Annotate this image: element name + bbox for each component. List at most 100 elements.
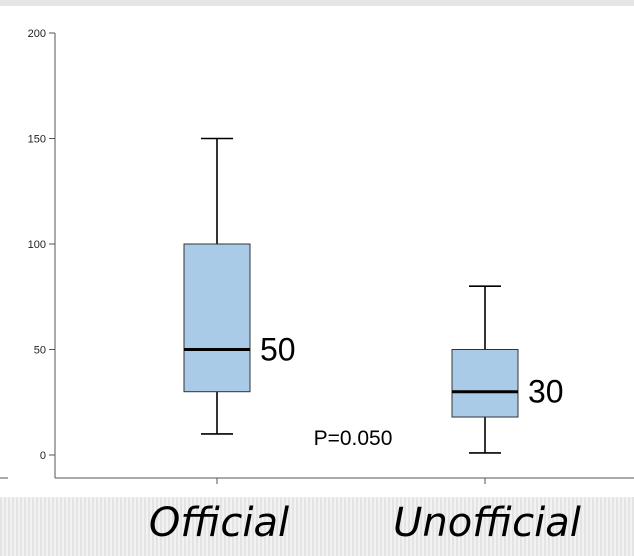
bottom-strip-line [48, 497, 50, 556]
bottom-strip-line [580, 497, 582, 556]
bottom-strip-line [508, 497, 510, 556]
bottom-strip-line [428, 497, 430, 556]
bottom-strip-line [120, 497, 122, 556]
bottom-strip-line [44, 497, 46, 556]
bottom-strip-line [360, 497, 362, 556]
bottom-strip-line [468, 497, 470, 556]
bottom-strip-line [500, 497, 502, 556]
bottom-strip-line [156, 497, 158, 556]
bottom-strip-line [184, 497, 186, 556]
y-tick-label: 50 [34, 345, 46, 357]
bottom-strip-line [432, 497, 434, 556]
y-tick-label: 0 [40, 450, 46, 462]
bottom-strip-line [608, 497, 610, 556]
bottom-strip-line [400, 497, 402, 556]
y-tick-group: 0 50 100 150 200 [28, 28, 55, 462]
bottom-strip-line [356, 497, 358, 556]
bottom-strip-line [220, 497, 222, 556]
iqr-box [183, 243, 251, 393]
bottom-strip-line [176, 497, 178, 556]
bottom-strip-line [564, 497, 566, 556]
bottom-strip-line [528, 497, 530, 556]
bottom-strip-line [8, 497, 10, 556]
bottom-strip-line [632, 497, 634, 556]
bottom-strip-line [576, 497, 578, 556]
bottom-strip-line [348, 497, 350, 556]
bottom-strip-line [264, 497, 266, 556]
bottom-strip-line [172, 497, 174, 556]
bottom-strip-line [340, 497, 342, 556]
bottom-strip-line [456, 497, 458, 556]
bottom-strip-line [552, 497, 554, 556]
bottom-strip-line [316, 497, 318, 556]
bottom-strip-line [504, 497, 506, 556]
bottom-strip-line [460, 497, 462, 556]
bottom-strip-line [164, 497, 166, 556]
bottom-strip-line [408, 497, 410, 556]
bottom-strip-line [384, 497, 386, 556]
y-tick-label: 150 [28, 134, 46, 146]
bottom-strip-line [32, 497, 34, 556]
bottom-strip-line [160, 497, 162, 556]
box-official: 50 [183, 137, 296, 435]
box-unofficial: 30 [451, 285, 564, 454]
bottom-strip-line [616, 497, 618, 556]
bottom-strip-line [376, 497, 378, 556]
bottom-strip-line [292, 497, 294, 556]
bottom-strip-line [84, 497, 86, 556]
bottom-strip-line [352, 497, 354, 556]
bottom-strip-line [332, 497, 334, 556]
bottom-strip-line [324, 497, 326, 556]
bottom-strip-line [560, 497, 562, 556]
bottom-strip-line [20, 497, 22, 556]
bottom-strip-line [484, 497, 486, 556]
bottom-strip-line [132, 497, 134, 556]
bottom-strip-line [388, 497, 390, 556]
bottom-strip-line [296, 497, 298, 556]
bottom-strip-line [144, 497, 146, 556]
median-label: 50 [260, 332, 296, 368]
bottom-strip-line [312, 497, 314, 556]
bottom-strip-line [76, 497, 78, 556]
bottom-strip-line [628, 497, 630, 556]
bottom-strip-line [516, 497, 518, 556]
bottom-strip-line [12, 497, 14, 556]
bottom-strip-line [600, 497, 602, 556]
bottom-strip-line [404, 497, 406, 556]
bottom-strip-line [240, 497, 242, 556]
bottom-strip-line [588, 497, 590, 556]
bottom-strip-line [288, 497, 290, 556]
bottom-strip-line [104, 497, 106, 556]
bottom-strip-line [28, 497, 30, 556]
bottom-strip-line [148, 497, 150, 556]
bottom-strip-line [344, 497, 346, 556]
median-label: 30 [528, 374, 564, 410]
bottom-strip-line [492, 497, 494, 556]
bottom-strip-line [336, 497, 338, 556]
bottom-strip-line [476, 497, 478, 556]
p-value-annotation: P=0.050 [314, 427, 393, 450]
x-category-label: Unofficial [393, 500, 581, 546]
bottom-strip-line [192, 497, 194, 556]
bottom-strip-line [200, 497, 202, 556]
bottom-strip-line [244, 497, 246, 556]
bottom-pattern-strip [0, 497, 634, 556]
bottom-strip-line [380, 497, 382, 556]
bottom-strip-line [0, 497, 2, 556]
bottom-strip-line [572, 497, 574, 556]
bottom-strip-line [624, 497, 626, 556]
bottom-strip-line [92, 497, 94, 556]
bottom-strip-line [464, 497, 466, 556]
bottom-strip-line [168, 497, 170, 556]
bottom-strip-line [392, 497, 394, 556]
bottom-strip-line [72, 497, 74, 556]
bottom-strip-line [16, 497, 18, 556]
iqr-box [451, 349, 519, 418]
bottom-strip-line [488, 497, 490, 556]
bottom-strip-line [300, 497, 302, 556]
bottom-strip-line [592, 497, 594, 556]
bottom-strip-line [496, 497, 498, 556]
bottom-strip-line [520, 497, 522, 556]
y-tick-label: 100 [28, 239, 46, 251]
